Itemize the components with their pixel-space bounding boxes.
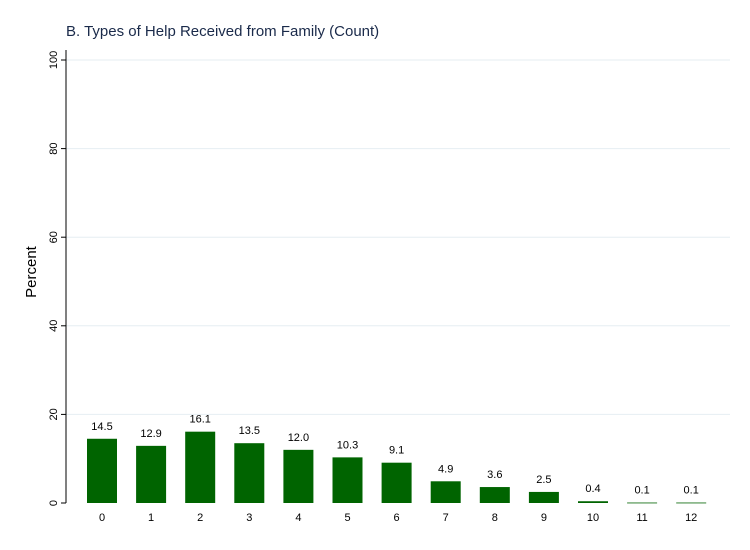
bar-value-label: 3.6 (487, 469, 502, 481)
y-tick-label: 40 (48, 320, 60, 332)
bar-value-label: 9.1 (389, 445, 404, 457)
bar-value-label: 12.0 (288, 432, 309, 444)
y-tick-label: 20 (48, 408, 60, 420)
bar-value-label: 0.4 (585, 483, 600, 495)
bar (528, 491, 559, 503)
bar-value-label: 2.5 (536, 474, 551, 486)
y-tick-label: 0 (48, 500, 60, 506)
bar (136, 445, 167, 503)
y-axis-label: Percent (23, 245, 40, 298)
y-tick-label: 60 (48, 231, 60, 243)
y-tick-label: 80 (48, 142, 60, 154)
bar-value-label: 16.1 (189, 414, 210, 426)
bar (676, 502, 707, 504)
bar-value-label: 13.5 (239, 425, 260, 437)
bar (87, 438, 117, 503)
bar (185, 431, 216, 503)
bar-value-label: 0.1 (684, 485, 699, 497)
bar-value-label: 12.9 (140, 428, 161, 440)
bar-value-label: 0.1 (634, 485, 649, 497)
bar (430, 481, 461, 503)
bar (283, 449, 314, 503)
x-tick-label: 2 (197, 512, 203, 524)
x-tick-label: 3 (246, 512, 252, 524)
x-tick-label: 9 (541, 512, 547, 524)
bar (479, 487, 510, 503)
bar-value-label: 4.9 (438, 463, 453, 475)
y-tick-label: 100 (48, 51, 60, 69)
x-tick-label: 4 (295, 512, 301, 524)
bar-value-label: 10.3 (337, 439, 358, 451)
bar (578, 501, 608, 503)
chart-title: B. Types of Help Received from Family (C… (66, 23, 379, 40)
bar (627, 502, 658, 504)
y-axis: 0 20 40 60 80 100 (48, 50, 67, 506)
x-tick-label: 1 (148, 512, 154, 524)
x-tick-label: 12 (685, 512, 697, 524)
x-tick-label: 7 (443, 512, 449, 524)
x-tick-label: 10 (587, 512, 599, 524)
x-tick-label: 8 (492, 512, 498, 524)
x-tick-label: 11 (636, 512, 647, 524)
bar (234, 443, 265, 503)
x-tick-label: 6 (394, 512, 400, 524)
x-tick-label: 0 (99, 512, 105, 524)
bar (332, 457, 363, 503)
data-labels: 14.5 12.9 16.1 13.5 12.0 10.3 9.1 4.9 3.6 2.5 0.4 0… (91, 414, 699, 497)
bars (87, 431, 707, 504)
x-tick-label: 5 (344, 512, 350, 524)
x-axis-ticks: 0 1 2 3 4 5 6 7 8 9 10 11 12 (99, 512, 697, 524)
gridlines (66, 59, 730, 415)
bar-value-label: 14.5 (91, 421, 112, 433)
bar (381, 462, 412, 503)
